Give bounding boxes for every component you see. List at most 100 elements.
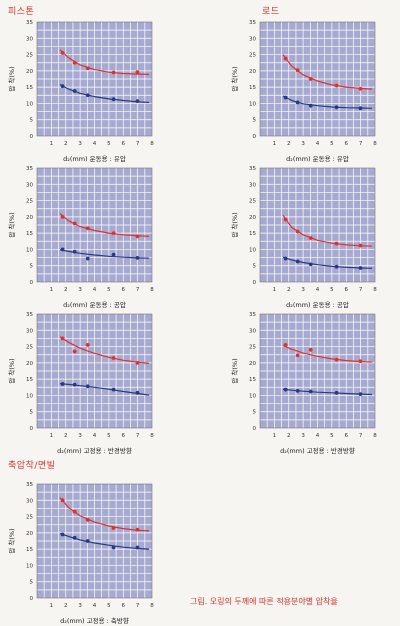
blue-data-point	[358, 266, 363, 270]
y-tick-label: 20	[249, 215, 256, 221]
y-tick-label: 5	[30, 264, 34, 270]
red-data-point	[72, 349, 77, 354]
x-axis-label: d₂(mm) 운동용 : 유압	[63, 155, 126, 163]
y-axis-label: 압 착(%)	[8, 212, 16, 237]
y-tick-label: 20	[249, 69, 256, 75]
blue-data-point	[135, 255, 140, 260]
red-data-point	[135, 527, 140, 532]
x-tick-label: 1	[273, 287, 277, 293]
plot-frame	[36, 483, 153, 599]
x-axis-label: d₂(mm) 고정용 : 반경방향	[280, 446, 355, 455]
chart-svg: 0 5 10 15 20 25 30 35 1 2 3 4 5 6 7 8 압 착(%) d₂(mm) 운동용 :…	[8, 166, 154, 309]
red-data-point	[111, 231, 116, 236]
x-tick-label: 3	[301, 433, 305, 439]
y-tick-label: 10	[249, 247, 256, 253]
blue-trend-line	[59, 383, 150, 396]
y-tick-label: 30	[249, 328, 256, 334]
red-trend-line	[282, 345, 373, 363]
y-tick-label: 10	[26, 247, 33, 253]
blue-data-point	[334, 105, 339, 110]
red-data-point	[334, 241, 339, 246]
y-tick-label: 35	[26, 20, 33, 26]
red-trend-line	[282, 54, 373, 90]
chart-piston-pneumatic: 0 5 10 15 20 25 30 35 1 2 3 4 5 6 7 8 압 착(%) d₂(mm) 운동용 :…	[4, 160, 164, 310]
x-tick-label: 2	[64, 603, 68, 609]
chart-svg: 0 5 10 15 20 25 30 35 1 2 3 4 5 6 7 8 압 착(%) d₂(mm) 고정용 :…	[8, 312, 154, 455]
section-label-shaft-flange: 축압착/면빌	[8, 461, 56, 471]
y-tick-label: 5	[30, 118, 34, 124]
y-tick-label: 15	[249, 231, 256, 237]
y-tick-label: 20	[249, 361, 256, 367]
x-tick-label: 1	[50, 287, 54, 293]
x-tick-label: 8	[150, 433, 154, 439]
y-axis-label: 압 착(%)	[8, 358, 16, 383]
chart-svg: 0 5 10 15 20 25 30 35 1 2 3 4 5 6 7 8 압 착(%) d₂(mm) 운동용 :…	[8, 20, 154, 163]
red-data-point	[358, 359, 363, 364]
red-data-point	[85, 343, 90, 347]
x-tick-label: 6	[345, 433, 349, 439]
red-data-point	[60, 498, 65, 503]
red-data-point	[85, 226, 90, 231]
y-tick-label: 20	[26, 69, 33, 75]
red-data-point	[85, 66, 90, 71]
y-tick-label: 15	[26, 231, 33, 237]
red-data-point	[334, 357, 339, 362]
y-tick-label: 10	[26, 393, 33, 399]
blue-data-point	[111, 252, 116, 257]
x-tick-label: 7	[359, 141, 363, 147]
y-tick-label: 15	[249, 85, 256, 91]
red-data-point	[358, 243, 363, 248]
x-tick-label: 4	[93, 287, 97, 293]
x-axis-label: d₂(mm) 고정용 : 반경방향	[57, 446, 132, 455]
x-tick-label: 8	[373, 141, 377, 147]
x-tick-label: 3	[78, 141, 82, 147]
blue-data-point	[135, 545, 140, 550]
x-tick-label: 4	[93, 603, 97, 609]
blue-trend-line	[282, 388, 373, 396]
y-tick-label: 35	[26, 482, 33, 488]
y-axis-label: 압 착(%)	[8, 66, 16, 91]
y-tick-label: 10	[26, 101, 33, 107]
red-data-point	[85, 517, 90, 522]
red-data-point	[358, 86, 363, 91]
red-data-point	[295, 353, 300, 358]
blue-data-point	[72, 89, 77, 93]
y-tick-label: 5	[253, 410, 257, 416]
y-tick-label: 25	[26, 53, 33, 59]
blue-data-point	[111, 97, 116, 102]
red-trend-line	[59, 49, 150, 75]
x-tick-label: 8	[373, 433, 377, 439]
blue-data-point	[111, 387, 116, 392]
x-tick-label: 6	[122, 141, 126, 147]
blue-data-point	[135, 99, 140, 104]
x-tick-label: 4	[93, 141, 97, 147]
blue-data-point	[60, 247, 65, 252]
y-tick-label: 25	[26, 345, 33, 351]
blue-data-point	[358, 392, 363, 397]
blue-data-point	[72, 382, 77, 387]
y-tick-label: 0	[30, 596, 34, 602]
y-tick-label: 35	[249, 20, 256, 26]
plot-frame	[259, 313, 376, 429]
x-tick-label: 1	[273, 141, 277, 147]
x-tick-label: 3	[78, 603, 82, 609]
y-tick-label: 0	[30, 134, 34, 140]
y-tick-label: 30	[26, 328, 33, 334]
x-axis-label: d₂(mm) 운동용 : 공압	[63, 301, 126, 309]
y-tick-label: 15	[26, 85, 33, 91]
y-tick-label: 35	[249, 312, 256, 318]
red-data-point	[308, 347, 313, 352]
blue-trend-line	[59, 249, 150, 259]
chart-static-radial-right: 0 5 10 15 20 25 30 35 1 2 3 4 5 6 7 8 압 착(%) d₂(mm) 고정용 :…	[227, 306, 387, 456]
red-data-point	[334, 83, 339, 88]
blue-data-point	[295, 100, 300, 105]
blue-data-point	[85, 256, 90, 261]
chart-rod-hydraulic: 0 5 10 15 20 25 30 35 1 2 3 4 5 6 7 8 압 착(%) d₂(mm) 운동용 :…	[227, 14, 387, 164]
red-data-point	[111, 70, 116, 75]
blue-data-point	[308, 262, 313, 267]
chart-svg: 0 5 10 15 20 25 30 35 1 2 3 4 5 6 7 8 압 착(%) d₂(mm) 고정용 :…	[8, 482, 154, 625]
blue-data-point	[60, 382, 65, 386]
chart-svg: 0 5 10 15 20 25 30 35 1 2 3 4 5 6 7 8 압 착(%) d₂(mm) 운동용 :…	[231, 166, 377, 309]
x-tick-label: 5	[330, 287, 334, 293]
chart-piston-hydraulic: 0 5 10 15 20 25 30 35 1 2 3 4 5 6 7 8 압 착(%) d₂(mm) 운동용 :…	[4, 14, 164, 164]
